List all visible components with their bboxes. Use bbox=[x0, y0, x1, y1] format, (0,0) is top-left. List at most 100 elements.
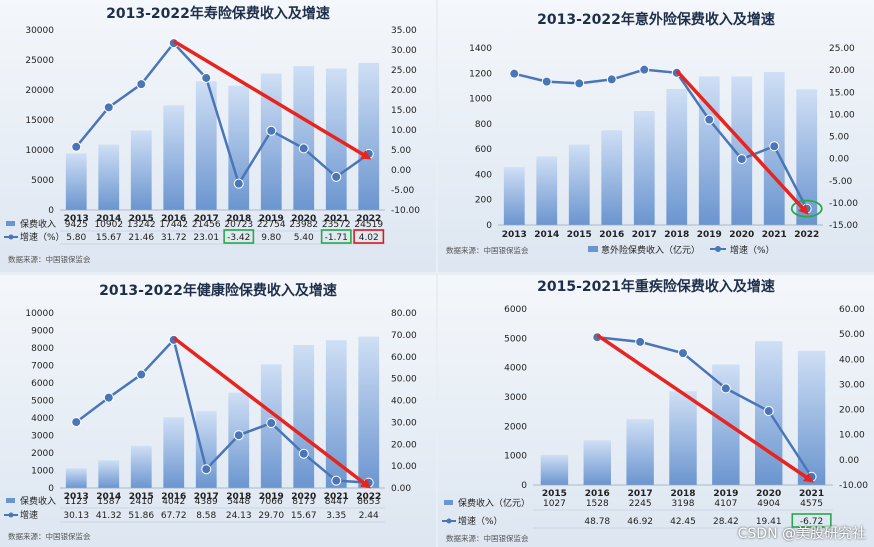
growth-point bbox=[574, 78, 585, 89]
left-axis-tick: 6000 bbox=[31, 379, 54, 389]
table-header-cell: 2015 bbox=[129, 214, 154, 224]
bar bbox=[98, 460, 120, 488]
table-cell: 19.41 bbox=[756, 517, 782, 527]
table-header-cell: 2017 bbox=[194, 492, 219, 502]
growth-point bbox=[720, 383, 731, 394]
left-axis-tick: 1000 bbox=[31, 467, 54, 477]
left-axis-tick: 10000 bbox=[25, 146, 54, 156]
chart-title: 2013-2022年健康险保费收入及增速 bbox=[99, 282, 337, 299]
legend-label: 增速（%） bbox=[730, 244, 775, 256]
left-axis-tick: 1400 bbox=[469, 44, 492, 54]
bar bbox=[669, 391, 697, 485]
table-cell: -1.71 bbox=[325, 233, 348, 243]
table-header-cell: 2014 bbox=[96, 492, 121, 502]
table-cell: 13242 bbox=[127, 220, 156, 230]
trend-arrow bbox=[172, 39, 372, 160]
table-cell: 1587 bbox=[97, 497, 120, 507]
right-axis-tick: 40.00 bbox=[391, 397, 417, 407]
growth-point bbox=[136, 79, 147, 90]
chart-title: 2013-2022年寿险保费收入及增速 bbox=[106, 5, 330, 22]
growth-point bbox=[103, 102, 114, 113]
table-row-label: 增速 bbox=[20, 509, 38, 521]
right-axis-tick: -5.00 bbox=[391, 186, 415, 196]
right-axis-tick: 25.00 bbox=[391, 66, 417, 76]
growth-point bbox=[266, 125, 277, 136]
growth-point bbox=[201, 72, 212, 83]
table-cell: 5448 bbox=[227, 497, 250, 507]
left-axis-tick: 2000 bbox=[504, 422, 527, 432]
legend-swatch-dot bbox=[8, 234, 14, 240]
bar bbox=[666, 88, 688, 225]
growth-point bbox=[541, 76, 552, 87]
table-cell: 8173 bbox=[292, 497, 315, 507]
growth-point bbox=[769, 141, 780, 152]
right-axis-tick: -10.00 bbox=[829, 199, 858, 209]
table-cell: 20723 bbox=[224, 220, 253, 230]
bar bbox=[358, 62, 380, 210]
table-cell: 2245 bbox=[629, 499, 652, 509]
right-axis-tick: 20.00 bbox=[829, 66, 855, 76]
table-header-cell: 2016 bbox=[161, 214, 186, 224]
table-cell: 8653 bbox=[357, 497, 380, 507]
x-tick-label: 2013 bbox=[502, 230, 527, 240]
highlight-box bbox=[320, 229, 352, 244]
right-axis-tick: 30.00 bbox=[391, 46, 417, 56]
left-axis-tick: 0 bbox=[521, 481, 527, 491]
highlight-ellipse bbox=[790, 199, 823, 218]
life-insurance-chart-panel: 2013-2022年寿险保费收入及增速 0 5000 10000 15000 20000 2… bbox=[0, 0, 436, 272]
legend-label: 意外险保费收入（亿元） bbox=[601, 244, 700, 256]
table-cell: 4575 bbox=[800, 499, 823, 509]
table-cell: 7066 bbox=[260, 497, 283, 507]
table-header-cell: 2016 bbox=[161, 492, 186, 502]
table-cell: 51.86 bbox=[128, 511, 154, 521]
accident-insurance-chart-panel: 2013-2022年意外险保费收入及增速 0 200 400 600 800 1000 120… bbox=[438, 0, 874, 272]
growth-point bbox=[71, 417, 82, 428]
watermark: CSDN @美股研究社 bbox=[737, 526, 866, 542]
right-axis-tick: 10.00 bbox=[839, 431, 865, 441]
right-axis-tick: 20.00 bbox=[839, 406, 865, 416]
table-cell: 23.01 bbox=[193, 233, 219, 243]
left-axis-tick: 3000 bbox=[504, 393, 527, 403]
growth-line bbox=[75, 41, 370, 187]
bar bbox=[626, 419, 654, 485]
x-tick-label: 2020 bbox=[729, 230, 754, 240]
right-axis-tick: 50.00 bbox=[839, 330, 865, 340]
trend-arrow bbox=[675, 69, 809, 215]
table-header-cell: 2019 bbox=[713, 489, 738, 499]
right-axis-tick: 15.00 bbox=[829, 88, 855, 98]
growth-point bbox=[103, 392, 114, 403]
table-cell: 4389 bbox=[195, 497, 218, 507]
bar bbox=[195, 411, 217, 488]
table-cell: 1123 bbox=[65, 497, 88, 507]
x-tick-label: 2016 bbox=[599, 230, 624, 240]
table-header-cell: 2017 bbox=[628, 489, 653, 499]
x-tick-label: 2015 bbox=[567, 230, 592, 240]
critical-illness-chart-panel: 2015-2021年重疾险保费收入及增速 0 1000 2000 3000 4000 500… bbox=[438, 275, 874, 547]
bar bbox=[260, 73, 282, 210]
right-axis-tick: 30.00 bbox=[391, 418, 417, 428]
growth-point bbox=[298, 143, 309, 154]
legend-swatch-bar bbox=[6, 498, 15, 503]
table-cell: 24519 bbox=[354, 220, 383, 230]
table-cell: 24.13 bbox=[226, 511, 252, 521]
table-row-label: 保费收入 bbox=[20, 495, 56, 507]
left-axis-tick: 8000 bbox=[31, 344, 54, 354]
table-cell: 21456 bbox=[192, 220, 221, 230]
right-axis-tick: -5.00 bbox=[829, 177, 853, 187]
growth-point bbox=[704, 114, 715, 125]
table-header-cell: 2013 bbox=[64, 214, 89, 224]
table-header-cell: 2020 bbox=[291, 492, 316, 502]
highlight-box bbox=[223, 229, 255, 244]
right-axis-tick: 25.00 bbox=[829, 44, 855, 54]
growth-point bbox=[606, 74, 617, 85]
table-header-cell: 2018 bbox=[226, 492, 251, 502]
bar bbox=[293, 66, 315, 210]
table-header-cell: 2019 bbox=[259, 492, 284, 502]
right-axis-tick: 40.00 bbox=[839, 355, 865, 365]
left-axis-tick: 3000 bbox=[31, 432, 54, 442]
table-header-cell: 2018 bbox=[670, 489, 695, 499]
growth-point bbox=[266, 418, 277, 429]
table-cell: 1027 bbox=[543, 499, 566, 509]
table-cell: 3.35 bbox=[326, 511, 346, 521]
chart-title: 2015-2021年重疾险保费收入及增速 bbox=[537, 278, 775, 295]
